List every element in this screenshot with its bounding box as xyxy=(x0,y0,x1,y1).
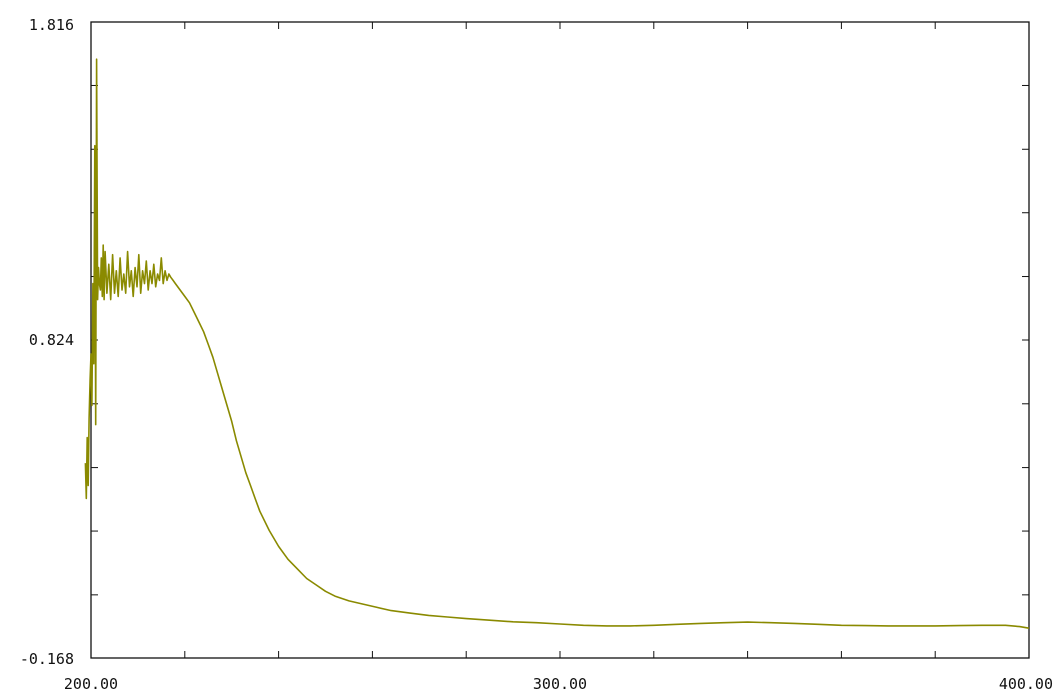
axis-ticks xyxy=(90,21,1030,659)
y-tick-label: -0.168 xyxy=(20,650,74,668)
series-line xyxy=(84,58,1030,629)
y-tick-label: 0.824 xyxy=(29,331,74,349)
plot-frame xyxy=(90,21,1030,659)
series-layer xyxy=(84,58,1030,629)
y-tick-label: 1.816 xyxy=(29,16,74,34)
axis-tick-labels: 200.00 300.00 400.00 -0.168 0.824 1.816 xyxy=(20,16,1053,693)
x-tick-label: 400.00 xyxy=(999,675,1053,693)
x-tick-label: 300.00 xyxy=(533,675,587,693)
x-tick-label: 200.00 xyxy=(64,675,118,693)
